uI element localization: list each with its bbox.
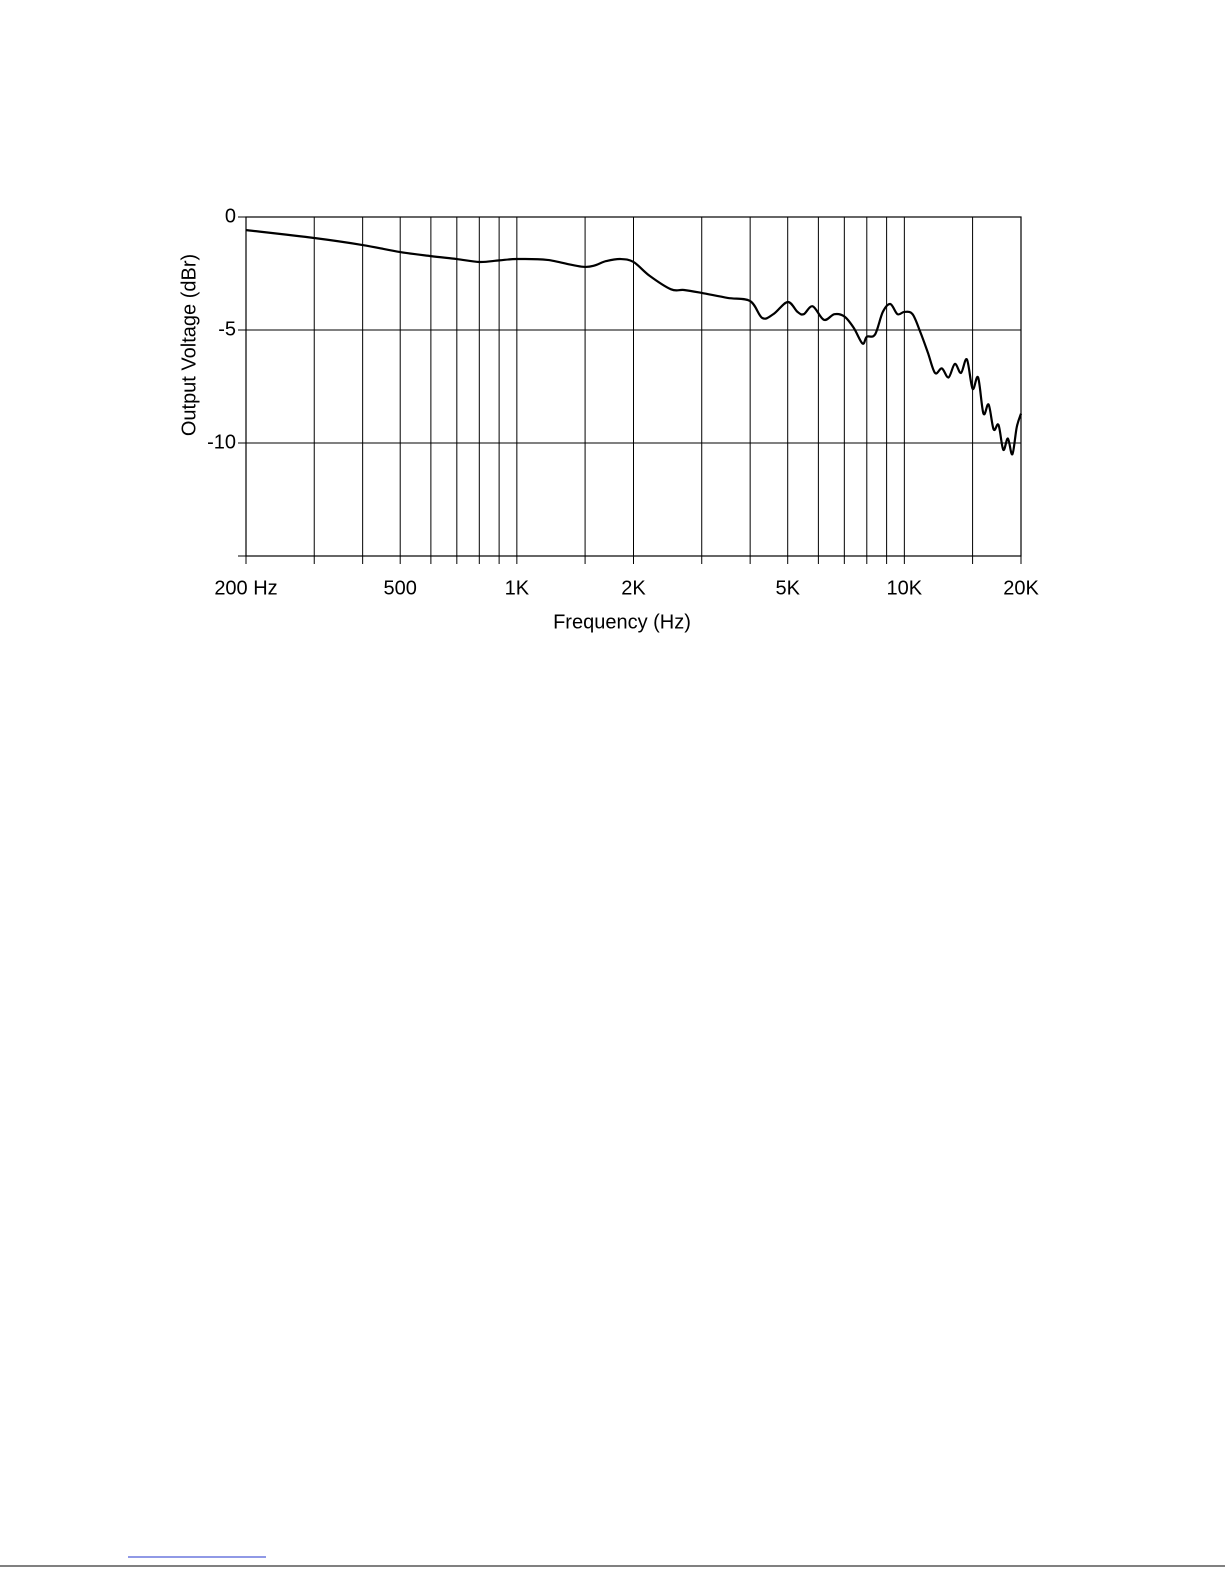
y-axis-label: Output Voltage (dBr) xyxy=(178,254,200,436)
x-axis-label: Frequency (Hz) xyxy=(553,611,691,633)
x-tick-label: 5K xyxy=(775,577,800,599)
x-tick-label: 1K xyxy=(505,577,530,599)
y-tick-label: -5 xyxy=(218,318,236,340)
y-tick-label: 0 xyxy=(225,205,236,227)
x-tick-label: 500 xyxy=(384,577,417,599)
x-tick-label: 2K xyxy=(621,577,646,599)
x-tick-label: 20K xyxy=(1003,577,1039,599)
x-tick-label: 10K xyxy=(887,577,923,599)
x-tick-label: 200 Hz xyxy=(214,577,277,599)
y-tick-label: -10 xyxy=(207,431,236,453)
data-line xyxy=(245,229,1023,456)
